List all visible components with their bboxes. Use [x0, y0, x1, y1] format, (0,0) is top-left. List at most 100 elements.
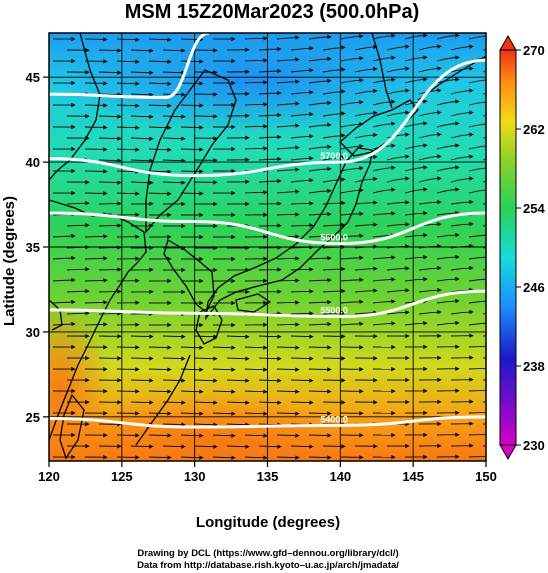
wind-arrow	[244, 411, 268, 416]
colorbar-tick-label: 270	[523, 43, 545, 58]
wind-arrow	[162, 70, 186, 75]
wind-arrow	[98, 70, 122, 75]
wind-arrow	[436, 276, 460, 282]
wind-arrow	[130, 70, 154, 75]
wind-arrow	[258, 334, 282, 339]
plot-area: 5400.0 5500.0 5600.0 5700.0 5800.0	[49, 33, 486, 469]
wind-arrow	[180, 59, 204, 64]
wind-arrow	[482, 180, 486, 183]
y-axis-ticks: 25 30 35 40 45	[26, 70, 49, 425]
wind-arrow	[386, 310, 410, 315]
wind-arrow	[482, 401, 486, 403]
coastline-china-north	[49, 33, 101, 181]
wind-arrow	[66, 310, 90, 316]
contour-label: 5700.0	[320, 151, 348, 161]
wind-arrow	[322, 133, 346, 139]
wind-arrow	[276, 367, 300, 372]
wind-streamlines	[52, 33, 486, 469]
wind-arrow	[404, 320, 428, 326]
wind-arrow	[162, 158, 186, 163]
wind-arrow	[308, 144, 332, 150]
wind-arrow	[482, 136, 486, 139]
y-axis-label: Latitude (degrees)	[1, 196, 18, 326]
wind-arrow	[162, 444, 186, 449]
wind-arrow	[386, 44, 410, 51]
wind-arrow	[130, 180, 154, 185]
wind-arrow	[244, 80, 268, 85]
wind-arrow	[130, 158, 154, 163]
wind-arrow	[468, 101, 486, 106]
wind-arrow	[482, 335, 486, 337]
wind-arrow	[227, 468, 249, 469]
wind-arrow	[404, 77, 428, 84]
wind-arrow	[418, 243, 442, 249]
wind-arrow	[226, 334, 250, 339]
wind-arrow	[290, 356, 314, 361]
wind-arrow	[84, 256, 108, 261]
wind-arrow	[418, 132, 442, 139]
wind-arrow	[386, 66, 410, 73]
wind-arrow	[180, 125, 204, 130]
coastline-china-coast-south	[49, 299, 63, 331]
wind-arrow	[66, 244, 90, 250]
wind-arrow	[258, 356, 282, 361]
wind-arrow	[180, 455, 204, 460]
wind-arrow	[436, 121, 460, 128]
x-axis-label: Longitude (degrees)	[196, 514, 340, 531]
cold-region	[60, 33, 440, 135]
wind-arrow	[340, 321, 364, 327]
wind-arrow	[290, 311, 314, 316]
wind-arrow	[372, 321, 396, 326]
wind-arrow	[482, 357, 486, 359]
wind-arrow	[436, 298, 460, 304]
wind-arrow	[162, 378, 186, 383]
wind-arrow	[468, 322, 486, 326]
wind-arrow	[180, 191, 204, 196]
wind-arrow	[148, 103, 172, 108]
wind-arrow	[354, 288, 378, 293]
wind-arrow	[276, 455, 300, 460]
x-tick-label: 125	[111, 469, 133, 484]
wind-arrow	[468, 256, 486, 260]
wind-arrow	[162, 422, 186, 427]
wind-arrow	[276, 322, 300, 327]
colorbar-min-triangle	[499, 444, 517, 461]
wind-arrow	[404, 187, 428, 194]
coastline-sakhalin	[371, 33, 393, 109]
wind-arrow	[180, 103, 204, 108]
wind-arrow	[212, 345, 236, 350]
wind-arrow	[468, 35, 486, 40]
coastline-taiwan	[59, 393, 85, 460]
wind-arrow	[290, 201, 314, 206]
wind-arrow	[482, 379, 486, 381]
wind-arrow	[226, 444, 250, 449]
wind-arrow	[130, 92, 154, 97]
wind-arrow	[180, 367, 204, 372]
wind-arrow	[308, 122, 332, 128]
wind-arrow	[258, 400, 282, 405]
wind-arrow	[258, 68, 282, 74]
wind-arrow	[404, 143, 428, 150]
wind-arrow	[340, 187, 364, 194]
wind-arrow	[372, 255, 396, 260]
wind-arrow	[340, 233, 364, 239]
wind-arrow	[308, 211, 332, 217]
wind-arrow	[98, 136, 122, 141]
wind-arrow	[482, 247, 486, 249]
wind-arrow	[84, 278, 108, 283]
wind-arrow	[212, 367, 236, 372]
wind-arrow	[308, 233, 332, 239]
wind-arrow	[482, 269, 486, 271]
wind-arrow	[290, 267, 314, 272]
wind-arrow	[386, 110, 410, 117]
wind-arrow	[194, 422, 218, 427]
wind-arrow	[386, 88, 410, 95]
wind-arrow	[244, 190, 268, 195]
contour-line	[49, 58, 486, 178]
wind-arrow	[148, 367, 172, 372]
wind-arrow	[98, 180, 122, 185]
wind-arrow	[116, 81, 140, 86]
wind-arrow	[418, 44, 442, 51]
wind-arrow	[66, 200, 90, 206]
wind-arrow	[244, 367, 268, 372]
